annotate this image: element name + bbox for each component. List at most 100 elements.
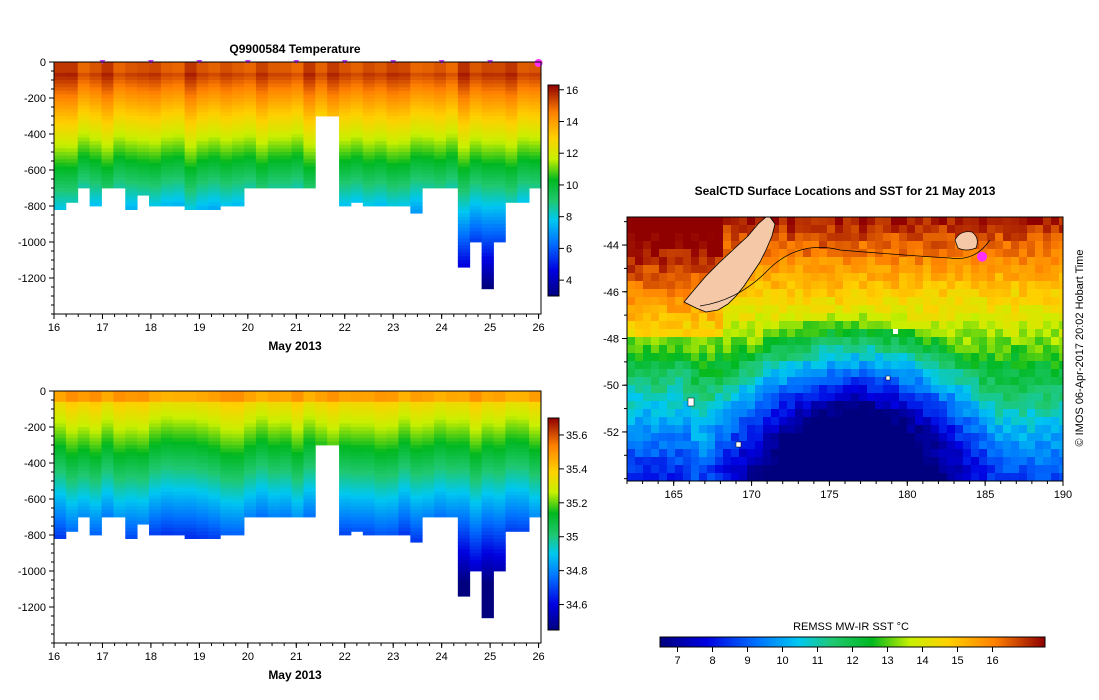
section-cell (303, 72, 316, 77)
section-cell (208, 391, 221, 395)
section-cell (434, 434, 447, 439)
x-tick-label: 16 (48, 322, 60, 334)
section-cell (101, 488, 114, 493)
section-cell (184, 491, 197, 496)
section-cell (137, 509, 150, 514)
sst-cell (1035, 409, 1044, 418)
section-cell (65, 452, 79, 457)
sst-cell (827, 425, 836, 434)
section-cell (457, 459, 471, 464)
section-cell (339, 473, 352, 478)
sst-cell (1035, 401, 1044, 410)
sst-cell (835, 353, 844, 362)
section-cell (149, 466, 162, 471)
section-cell (160, 105, 174, 110)
section-cell (184, 434, 197, 439)
section-cell (422, 491, 435, 496)
section-cell (267, 180, 281, 185)
section-cell (77, 65, 91, 70)
section-cell (315, 423, 328, 428)
sst-cell (907, 289, 916, 298)
sst-cell (963, 297, 972, 306)
section-cell (244, 65, 257, 70)
section-cell (410, 130, 423, 135)
sst-cell (875, 401, 884, 410)
section-cell (457, 112, 471, 117)
section-cell (398, 126, 411, 131)
section-cell (339, 517, 352, 521)
sst-cell (859, 401, 868, 410)
section-cell (481, 162, 494, 167)
section-cell (125, 484, 138, 489)
section-cell (196, 101, 209, 106)
section-cell (101, 144, 114, 149)
section-cell (517, 394, 530, 399)
section-cell (65, 437, 79, 442)
sst-cell (707, 393, 716, 402)
sst-cell (987, 233, 996, 242)
sst-cell (643, 321, 652, 330)
sst-cell (1059, 417, 1063, 426)
section-cell (493, 423, 506, 428)
section-cell (410, 76, 423, 81)
section-cell (445, 434, 459, 439)
section-cell (350, 173, 364, 178)
y-tick-label: -800 (24, 530, 46, 542)
section-cell (410, 177, 423, 182)
section-cell (208, 148, 221, 153)
section-cell (374, 162, 387, 167)
section-cell (172, 405, 186, 410)
section-cell (445, 455, 459, 460)
section-cell (149, 495, 162, 500)
section-cell (77, 470, 91, 475)
sst-cell (907, 233, 916, 242)
sst-cell (931, 385, 940, 394)
section-cell (54, 130, 67, 135)
sst-cell (995, 329, 1004, 338)
section-cell (101, 430, 114, 435)
sst-cell (835, 249, 844, 258)
section-cell (89, 495, 102, 500)
section-cell (279, 477, 292, 482)
section-cell (77, 419, 91, 424)
sst-cell (691, 425, 700, 434)
section-cell (244, 116, 257, 120)
section-cell (255, 87, 269, 92)
section-cell (101, 409, 114, 413)
section-cell (457, 213, 471, 218)
section-cell (244, 509, 257, 514)
sst-cell (915, 417, 924, 426)
section-cell (469, 105, 483, 110)
section-cell (149, 394, 162, 399)
section-cell (291, 98, 304, 102)
sst-cell (827, 233, 836, 242)
section-cell (362, 517, 376, 521)
section-cell (101, 94, 114, 99)
section-cell (315, 391, 328, 395)
section-cell (505, 509, 518, 514)
sst-cell (827, 241, 836, 250)
sst-cell (819, 241, 828, 250)
sst-cell (867, 393, 876, 402)
sst-cell (907, 401, 916, 410)
sst-cell (995, 353, 1004, 362)
sst-cell (843, 409, 852, 418)
section-cell (529, 83, 542, 88)
sst-cell (659, 265, 668, 274)
sst-cell (891, 321, 900, 330)
sst-cell (627, 425, 636, 434)
section-cell (244, 134, 257, 138)
section-cell (160, 126, 174, 131)
section-cell (505, 177, 518, 182)
sst-cell (675, 249, 684, 258)
sst-cell (891, 305, 900, 314)
section-cell (77, 412, 91, 417)
sst-cell (987, 217, 996, 226)
sst-cell (915, 361, 924, 370)
section-cell (255, 72, 269, 77)
section-cell (160, 80, 174, 84)
section-cell (303, 513, 316, 518)
section-cell (125, 445, 138, 449)
section-cell (196, 506, 209, 511)
section-cell (493, 152, 506, 156)
